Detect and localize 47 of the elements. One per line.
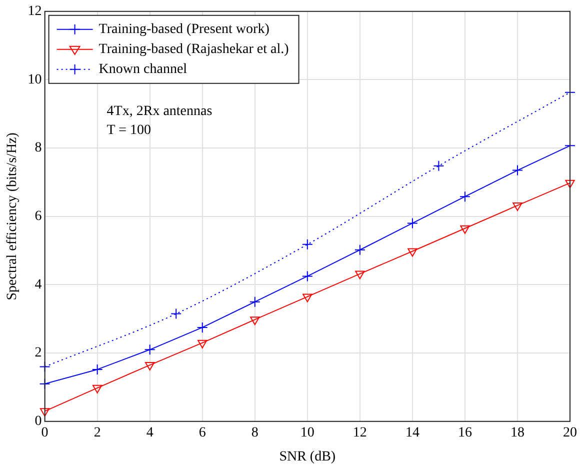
point: [354, 244, 366, 256]
point: [406, 218, 418, 229]
legend-label: Known channel: [98, 62, 188, 78]
point: [302, 238, 313, 250]
point: [92, 364, 103, 375]
point: [198, 340, 208, 348]
x-tick-label: 6: [198, 425, 206, 440]
point: [433, 160, 444, 172]
x-tick-label: 16: [458, 425, 472, 440]
y-tick-label: 6: [34, 209, 42, 224]
x-tick-label: 10: [300, 425, 314, 440]
x-tick-label: 2: [94, 425, 101, 440]
x-tick-label: 4: [146, 425, 154, 440]
point: [565, 180, 575, 188]
y-tick-label: 10: [28, 72, 42, 88]
y-tick-label: 2: [34, 346, 42, 361]
point: [249, 296, 260, 308]
x-tick-label: 14: [405, 425, 420, 440]
point: [460, 225, 470, 234]
x-tick-label: 18: [510, 425, 524, 440]
legend-label: Training-based (Present work): [98, 22, 270, 38]
point: [459, 191, 470, 202]
x-axis-title: SNR (dB): [279, 449, 336, 464]
point: [302, 294, 312, 302]
point: [250, 316, 260, 326]
y-tick-label: 0: [34, 414, 42, 430]
point: [408, 248, 418, 257]
point: [355, 270, 365, 280]
point: [145, 362, 155, 371]
point: [512, 202, 522, 211]
y-tick-label: 4: [34, 277, 42, 292]
y-tick-label: 12: [28, 4, 42, 20]
point: [92, 384, 102, 394]
point: [196, 322, 208, 333]
point: [302, 270, 313, 282]
annotation: T = 100: [106, 123, 152, 138]
x-tick-label: 12: [352, 425, 367, 440]
annotation: 4Tx, 2Rx antennas: [106, 104, 212, 120]
y-axis-title: Spectral efficiency (bits/s/Hz): [5, 132, 20, 300]
point: [144, 344, 156, 356]
x-tick-label: 8: [251, 425, 258, 440]
legend-label: Training-based (Rajashekar et al.): [98, 42, 290, 58]
y-tick-label: 8: [34, 140, 42, 156]
point: [512, 164, 523, 176]
point: [170, 308, 182, 320]
point: [40, 408, 50, 417]
x-tick-label: 20: [563, 425, 577, 440]
